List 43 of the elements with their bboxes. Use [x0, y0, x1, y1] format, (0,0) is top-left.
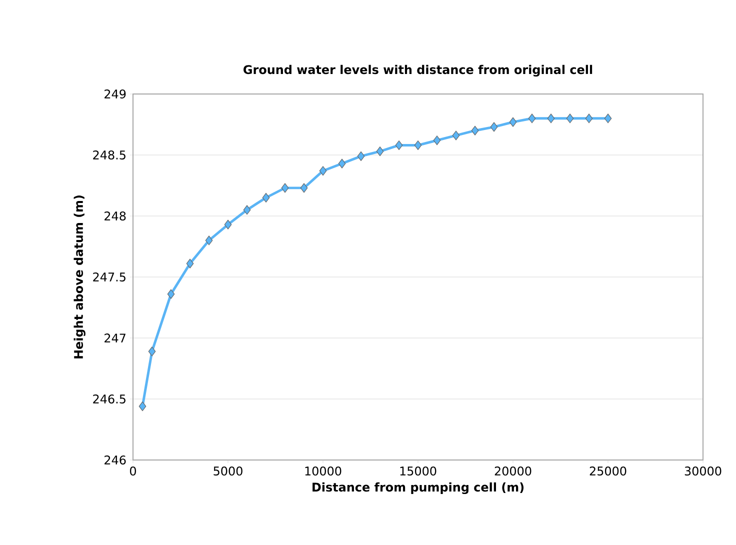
y-tick-label: 247 [104, 334, 126, 342]
point [205, 236, 213, 246]
x-axis-title: Distance from pumping cell (m) [312, 482, 524, 494]
point [138, 402, 146, 412]
point [338, 158, 346, 168]
y-tick-label: 248 [104, 211, 126, 221]
point [528, 114, 536, 124]
point [604, 114, 612, 124]
point [433, 136, 441, 146]
point [452, 130, 460, 140]
point [186, 258, 194, 268]
point [471, 126, 479, 136]
point [547, 114, 555, 124]
y-tick-label: 248.5 [93, 150, 126, 160]
y-tick-label: 247.5 [93, 272, 126, 282]
point [262, 192, 270, 202]
x-tick-label: 20000 [494, 466, 532, 476]
point [281, 183, 289, 193]
point [300, 183, 308, 193]
y-tick-label: 249 [104, 89, 126, 99]
y-axis-title: Height above datum (m) [74, 196, 86, 358]
point [376, 146, 384, 156]
x-tick-label: 0 [130, 466, 136, 476]
x-tick-label: 5000 [214, 466, 242, 476]
point [585, 114, 593, 124]
y-tick-label: 246 [104, 455, 126, 465]
x-tick-label: 30000 [684, 466, 722, 476]
point [395, 140, 403, 150]
point [357, 151, 365, 162]
point [148, 346, 156, 356]
point [243, 205, 251, 215]
point [414, 140, 422, 150]
point [167, 289, 175, 299]
point [319, 166, 327, 176]
point [566, 114, 574, 124]
y-tick-label: 246.5 [93, 394, 126, 404]
x-tick-label: 10000 [305, 466, 342, 476]
point [224, 220, 232, 230]
chart-title: Ground water levels with distance from original cell [244, 64, 592, 77]
point [490, 122, 498, 132]
x-tick-label: 25000 [590, 466, 626, 476]
x-tick-label: 15000 [400, 466, 436, 476]
point [509, 117, 517, 127]
